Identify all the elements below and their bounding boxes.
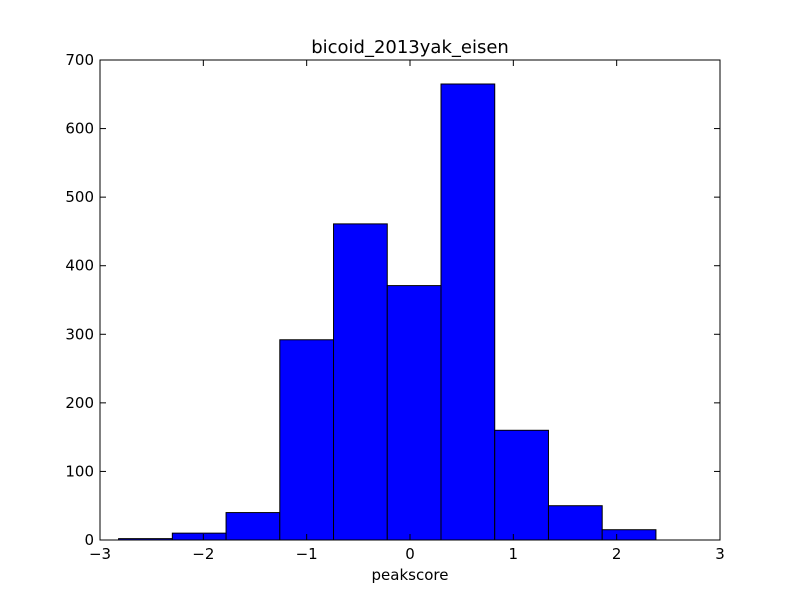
chart-title: bicoid_2013yak_eisen [311, 37, 509, 58]
histogram-bar [386, 285, 442, 541]
y-tick-label: 600 [65, 120, 94, 138]
histogram-bar [225, 512, 281, 541]
ticks-group: −3 −2 −1 0 1 2 3 0 100 200 300 400 500 600 700 [65, 51, 724, 563]
x-tick-label: −1 [296, 545, 318, 563]
y-tick-label: 500 [65, 188, 94, 206]
y-tick-label: 400 [65, 257, 94, 275]
histogram-bar [601, 529, 657, 541]
histogram-bar [171, 532, 227, 541]
bars-group [118, 83, 657, 541]
y-tick-label: 700 [65, 51, 94, 69]
histogram-bar [279, 339, 335, 541]
x-tick-label: 2 [612, 545, 622, 563]
y-tick-label: 100 [65, 462, 94, 480]
x-tick-label: −3 [89, 545, 111, 563]
x-tick-label: 3 [715, 545, 725, 563]
x-tick-label: −2 [192, 545, 214, 563]
y-tick-label: 300 [65, 325, 94, 343]
histogram-bar [440, 83, 496, 541]
x-axis-label: peakscore [372, 566, 449, 584]
x-tick-label: 0 [405, 545, 415, 563]
histogram-bar [547, 505, 603, 541]
x-tick-label: 1 [509, 545, 519, 563]
y-tick-label: 200 [65, 394, 94, 412]
histogram-bar [333, 223, 388, 541]
histogram-bar [494, 429, 549, 541]
y-tick-label: 0 [84, 531, 94, 549]
